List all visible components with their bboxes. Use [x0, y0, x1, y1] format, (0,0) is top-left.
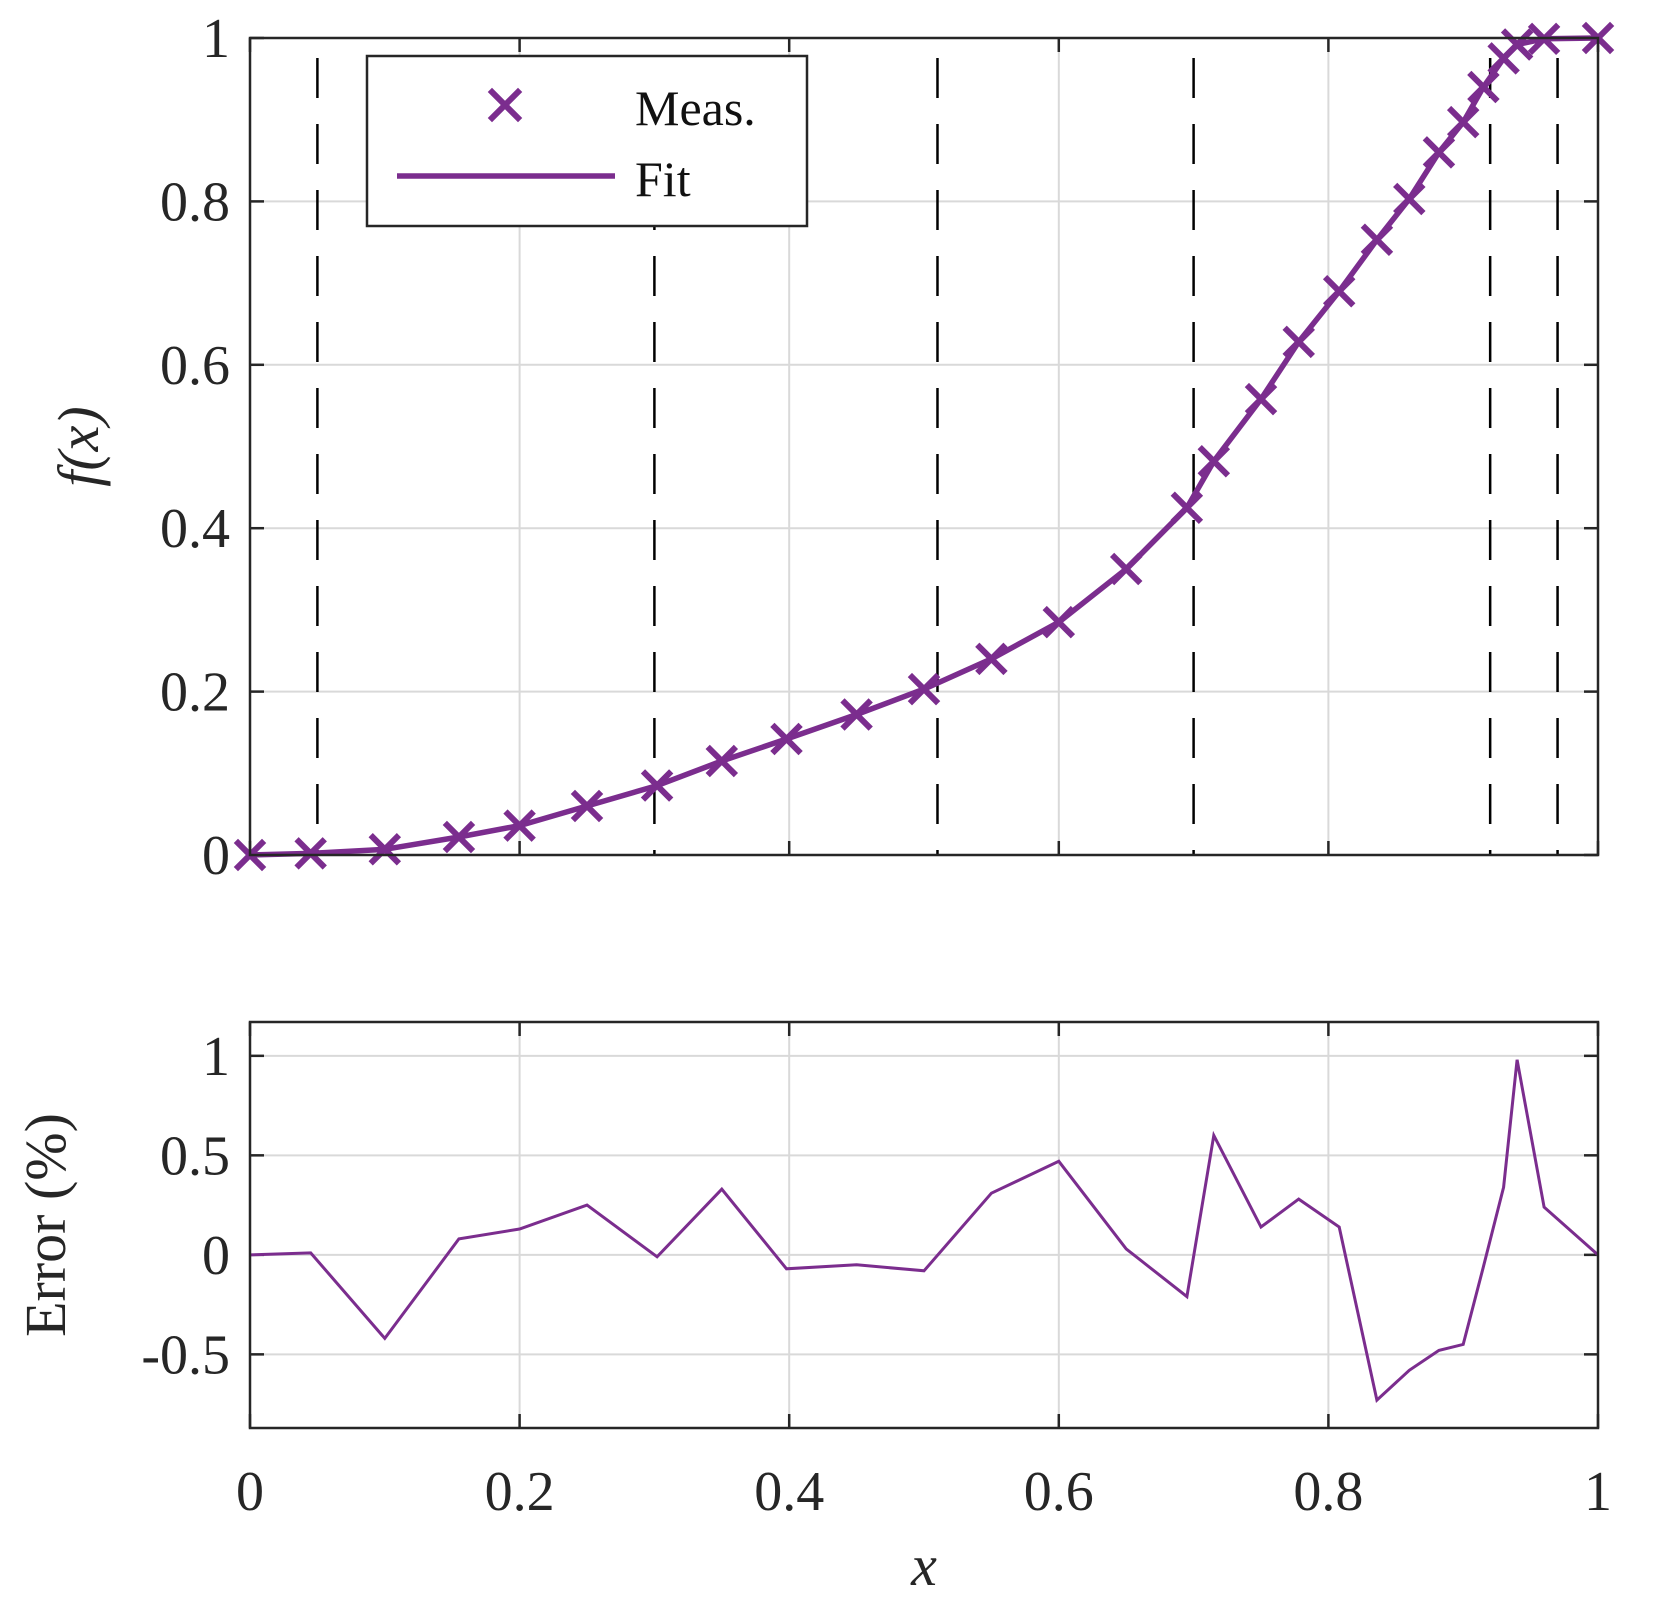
legend-label-fit: Fit: [635, 151, 691, 207]
meas-marker: [705, 744, 739, 778]
marker-stroke: [368, 833, 402, 866]
bot-x-tick-label: 1: [1584, 1461, 1612, 1523]
meas-marker: [294, 837, 327, 870]
marker-stroke: [1244, 382, 1278, 416]
bot-y-tick-label: -0.5: [141, 1324, 230, 1386]
marker-stroke: [705, 744, 739, 778]
meas-marker: [570, 789, 604, 823]
marker-stroke: [1042, 605, 1076, 639]
meas-marker: [1422, 136, 1456, 169]
meas-marker: [1170, 491, 1204, 525]
top-y-tick-label: 0.4: [160, 498, 230, 560]
meas-marker: [1467, 70, 1500, 104]
bot-x-tick-label: 0.8: [1293, 1461, 1363, 1523]
top-series: [233, 21, 1615, 872]
legend-label-meas: Meas.: [635, 80, 756, 136]
meas-marker: [1500, 28, 1534, 61]
meas-marker: [1109, 552, 1143, 586]
marker-stroke: [570, 789, 604, 823]
meas-marker: [1446, 105, 1480, 139]
meas-marker: [1042, 605, 1076, 639]
meas-marker: [770, 722, 803, 756]
meas-marker: [1393, 182, 1426, 216]
meas-marker: [640, 769, 674, 802]
legend-x-glyph: [487, 87, 523, 123]
marker-stroke: [1446, 105, 1480, 139]
meas-marker: [1322, 275, 1356, 308]
legend: Meas. Fit: [365, 54, 809, 228]
bot-y-tick-label: 1: [202, 1026, 230, 1088]
meas-marker: [1282, 325, 1315, 359]
marker-stroke: [840, 698, 873, 731]
top-y-axis-label: f(x): [46, 406, 111, 487]
fit-line: [249, 35, 1599, 858]
meas-marker: [368, 833, 402, 866]
top-plot: 0 0.2 0.4 0.6 0.8 1 f(x) Meas. Fit: [46, 8, 1615, 887]
top-y-tick-label: 0: [202, 825, 230, 887]
bot-x-tick-label: 0: [236, 1461, 264, 1523]
marker-stroke: [1360, 223, 1394, 257]
marker-stroke: [1322, 275, 1356, 308]
top-y-tick-label: 1: [202, 8, 230, 70]
marker-stroke: [503, 809, 536, 842]
marker-stroke: [1393, 182, 1426, 216]
bottom-ticks: 0 0.2 0.4 0.6 0.8 1 -0.5 0 0.5 1: [141, 1022, 1612, 1523]
marker-stroke: [487, 87, 523, 123]
marker-stroke: [1500, 28, 1534, 61]
marker-stroke: [640, 769, 674, 802]
marker-stroke: [770, 722, 803, 756]
legend-box: [365, 54, 809, 228]
bottom-axes-frame: [248, 1020, 1600, 1430]
marker-stroke: [1197, 444, 1231, 478]
top-y-tick-label: 0.8: [160, 171, 230, 233]
x-axis-label: x: [910, 1533, 937, 1598]
marker-stroke: [907, 672, 941, 706]
top-axes-frame: [248, 36, 1600, 857]
bot-y-tick-label: 0.5: [160, 1125, 230, 1187]
marker-stroke: [1170, 491, 1204, 525]
meas-marker: [442, 820, 476, 854]
meas-marker: [840, 698, 873, 731]
marker-stroke: [1422, 136, 1456, 169]
top-y-tick-label: 0.2: [160, 662, 230, 724]
bottom-y-axis-label: Error (%): [13, 1113, 78, 1337]
bottom-grid: [250, 1022, 1598, 1428]
error-line: [249, 1059, 1599, 1403]
meas-marker: [975, 642, 1008, 676]
bot-x-tick-label: 0.6: [1024, 1461, 1094, 1523]
bottom-plot: 0 0.2 0.4 0.6 0.8 1 -0.5 0 0.5 1 Error (%) x: [13, 1020, 1612, 1598]
top-knot-lines: [316, 38, 1559, 855]
bot-x-tick-label: 0.2: [485, 1461, 555, 1523]
marker-stroke: [442, 820, 476, 854]
meas-marker: [1360, 223, 1394, 257]
top-y-tick-label: 0.6: [160, 335, 230, 397]
marker-stroke: [1109, 552, 1143, 586]
meas-marker: [1197, 444, 1231, 478]
legend-marker-meas: [487, 87, 523, 123]
meas-marker: [907, 672, 941, 706]
marker-stroke: [1467, 70, 1500, 104]
marker-stroke: [294, 837, 327, 870]
bot-x-tick-label: 0.4: [754, 1461, 824, 1523]
meas-marker: [503, 809, 536, 842]
marker-stroke: [1282, 325, 1315, 359]
meas-marker: [1244, 382, 1278, 416]
bottom-series: [249, 1059, 1599, 1403]
bot-y-tick-label: 0: [202, 1225, 230, 1287]
marker-stroke: [975, 642, 1008, 676]
